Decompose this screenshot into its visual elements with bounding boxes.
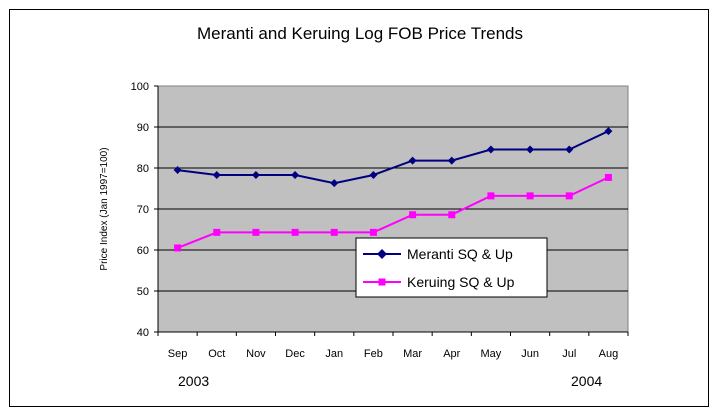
x-tick-label: Apr (443, 348, 460, 360)
data-point-keruing (330, 228, 338, 236)
data-point-meranti (173, 166, 182, 175)
data-point-keruing (291, 228, 299, 236)
x-tick-label: Jan (325, 348, 343, 360)
legend-marker-meranti (377, 249, 387, 259)
legend-box (355, 237, 548, 298)
data-point-meranti (408, 156, 417, 165)
data-point-keruing (526, 192, 534, 200)
data-point-keruing (174, 244, 182, 252)
data-point-keruing (448, 211, 456, 219)
y-tick-label: 40 (137, 327, 149, 339)
y-axis-label: Price Index (Jan 1997=100) (99, 147, 110, 270)
data-point-meranti (251, 170, 260, 179)
legend-label-meranti: Meranti SQ & Up (407, 246, 513, 262)
x-tick-label: May (481, 348, 502, 360)
x-tick-label: Feb (364, 348, 383, 360)
chart-title: Meranti and Keruing Log FOB Price Trends (197, 24, 523, 43)
data-point-meranti (369, 170, 378, 179)
legend-marker-keruing (378, 278, 386, 286)
data-point-meranti (604, 127, 613, 136)
data-point-keruing (487, 192, 495, 200)
y-tick-label: 90 (137, 122, 149, 134)
y-tick-label: 80 (137, 163, 149, 175)
data-point-keruing (252, 228, 260, 236)
data-point-meranti (526, 145, 535, 154)
data-point-keruing (604, 173, 612, 181)
data-point-meranti (565, 145, 574, 154)
x-tick-label: Aug (599, 348, 619, 360)
series-line-keruing (177, 176, 609, 249)
x-tick-label: Sep (168, 348, 188, 360)
y-tick-label: 60 (137, 245, 149, 257)
x-tick-label: Jul (562, 348, 576, 360)
axes: 40 50 60 70 80 90 100 Sep Oct Nov Dec Jan Feb Mar Apr M… (131, 81, 629, 360)
data-point-meranti (486, 145, 495, 154)
data-point-keruing (213, 228, 221, 236)
legend-label-keruing: Keruing SQ & Up (407, 274, 515, 290)
legend: Meranti SQ & Up Keruing SQ & Up (355, 237, 548, 298)
series-line-meranti (177, 130, 609, 185)
data-point-keruing (565, 192, 573, 200)
y-tick-label: 50 (137, 286, 149, 298)
year-label-end: 2004 (571, 373, 602, 389)
y-tick-label: 100 (131, 81, 149, 93)
x-tick-label: Nov (246, 348, 266, 360)
data-point-keruing (369, 228, 377, 236)
data-point-keruing (409, 211, 417, 219)
x-tick-label: Jun (521, 348, 539, 360)
y-tick-label: 70 (137, 204, 149, 216)
data-point-meranti (212, 170, 221, 179)
x-tick-label: Oct (208, 348, 225, 360)
year-label-start: 2003 (178, 373, 209, 389)
data-point-meranti (330, 179, 339, 188)
data-point-meranti (447, 156, 456, 165)
series-layer (173, 127, 613, 252)
x-tick-label: Mar (403, 348, 422, 360)
x-tick-label: Dec (285, 348, 305, 360)
data-point-meranti (291, 170, 300, 179)
